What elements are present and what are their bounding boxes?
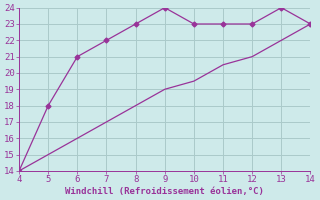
X-axis label: Windchill (Refroidissement éolien,°C): Windchill (Refroidissement éolien,°C): [65, 187, 264, 196]
